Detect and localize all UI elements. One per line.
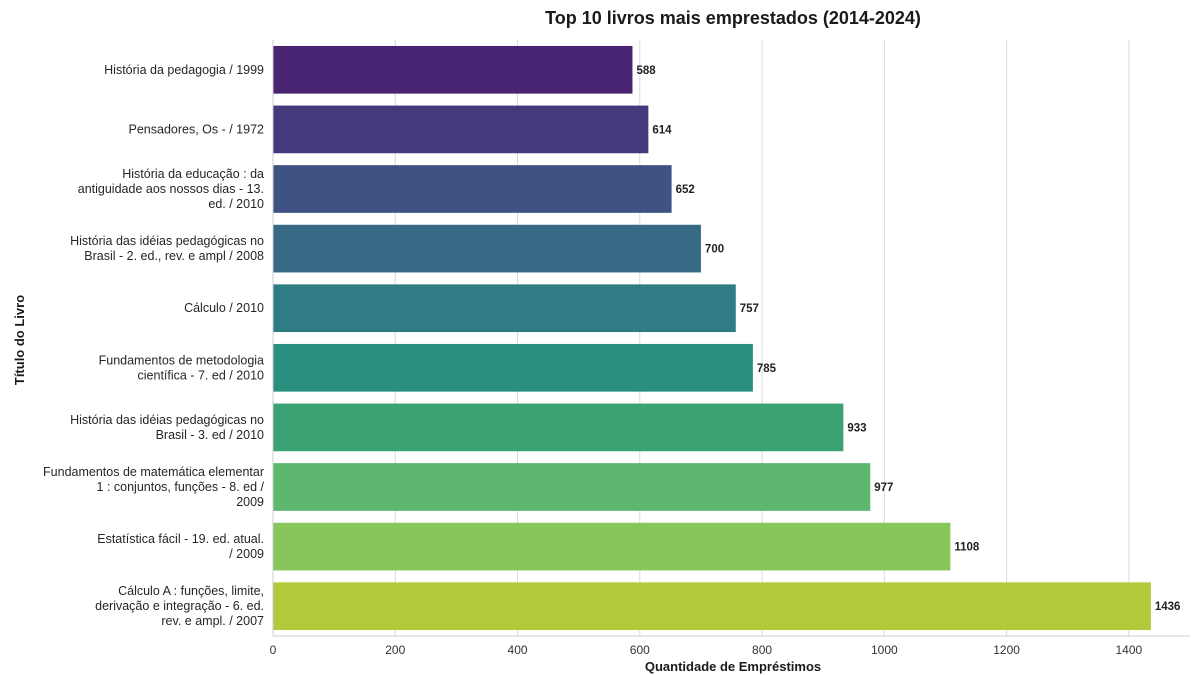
category-label: Cálculo / 2010 — [184, 301, 264, 315]
y-category-labels: História da pedagogia / 1999 Pensadores, … — [43, 63, 264, 628]
category-label: História das idéias pedagógicas no Brasil… — [70, 234, 264, 263]
category-label-line: 1 : conjuntos, funções - 8. ed / — [97, 480, 265, 494]
category-label-line: rev. e ampl. / 2007 — [161, 614, 264, 628]
category-label: Fundamentos de matemática elementar 1 : c… — [43, 465, 264, 509]
x-tick-label: 200 — [385, 643, 405, 657]
category-label: História da educação : da antiguidade aos… — [78, 167, 264, 211]
bar — [273, 463, 871, 511]
bar — [273, 522, 951, 571]
bar-value-label: 933 — [847, 422, 866, 434]
category-label-line: / 2009 — [229, 547, 264, 561]
x-tick-label: 1200 — [993, 643, 1020, 657]
category-label-line: Fundamentos de matemática elementar — [43, 465, 264, 479]
bars — [273, 45, 1151, 631]
x-tick-labels: 0 200 400 600 800 1000 1200 1400 — [270, 643, 1143, 657]
category-label-line: ed. / 2010 — [208, 197, 264, 211]
category-label-line: História das idéias pedagógicas no — [70, 234, 264, 248]
category-label-line: 2009 — [236, 495, 264, 509]
category-label-line: antiguidade aos nossos dias - 13. — [78, 182, 264, 196]
category-label: História da pedagogia / 1999 — [104, 63, 264, 77]
category-label: História das idéias pedagógicas no Brasil… — [70, 413, 264, 442]
x-tick-label: 800 — [752, 643, 772, 657]
bar-value-label: 1108 — [954, 542, 980, 554]
category-label-line: Brasil - 3. ed / 2010 — [156, 428, 264, 442]
y-axis-label: Título do Livro — [12, 295, 27, 385]
category-label-line: Fundamentos de metodologia — [99, 353, 264, 367]
category-label: Fundamentos de metodologia científica - 7… — [99, 353, 264, 382]
category-label-line: Cálculo A : funções, limite, — [118, 584, 264, 598]
bar — [273, 403, 844, 452]
bar-value-label: 588 — [636, 65, 656, 77]
category-label: Estatística fácil - 19. ed. atual./ 2009 — [97, 532, 264, 561]
bar — [273, 582, 1151, 631]
category-label-line: História da educação : da — [122, 167, 264, 181]
x-tick-label: 400 — [508, 643, 528, 657]
bar — [273, 284, 736, 333]
bar-value-label: 785 — [757, 363, 777, 375]
bar-value-label: 977 — [874, 482, 893, 494]
bar — [273, 105, 649, 154]
x-tick-label: 0 — [270, 643, 277, 657]
bar — [273, 224, 701, 273]
bar — [273, 343, 753, 392]
x-axis-label: Quantidade de Empréstimos — [645, 659, 821, 674]
bar-value-label: 757 — [740, 303, 759, 315]
category-label-line: História das idéias pedagógicas no — [70, 413, 264, 427]
category-label: Cálculo A : funções, limite, derivação e … — [95, 584, 264, 628]
bar — [273, 45, 633, 94]
category-label-line: científica - 7. ed / 2010 — [138, 368, 265, 382]
category-label-line: derivação e integração - 6. ed. — [95, 599, 264, 613]
category-label: Pensadores, Os - / 1972 — [129, 122, 265, 136]
axes-spines — [272, 40, 1190, 637]
category-label-line: Brasil - 2. ed., rev. e ampl / 2008 — [84, 249, 264, 263]
bar — [273, 165, 672, 213]
category-label-line: Estatística fácil - 19. ed. atual. — [97, 532, 264, 546]
category-label-line: História da pedagogia / 1999 — [104, 63, 264, 77]
x-tick-label: 1400 — [1116, 643, 1143, 657]
x-tick-label: 600 — [630, 643, 650, 657]
category-label-line: Pensadores, Os - / 1972 — [129, 122, 265, 136]
bar-value-label: 614 — [652, 124, 672, 136]
bar-value-label: 700 — [705, 244, 724, 256]
value-labels: 588 614 652 700 757 785 933 977 1108 1436 — [636, 65, 1180, 613]
x-tick-label: 1000 — [871, 643, 898, 657]
bar-value-label: 1436 — [1155, 601, 1181, 613]
chart-title: Top 10 livros mais emprestados (2014-202… — [545, 8, 921, 28]
category-label-line: Cálculo / 2010 — [184, 301, 264, 315]
bar-value-label: 652 — [676, 184, 695, 196]
